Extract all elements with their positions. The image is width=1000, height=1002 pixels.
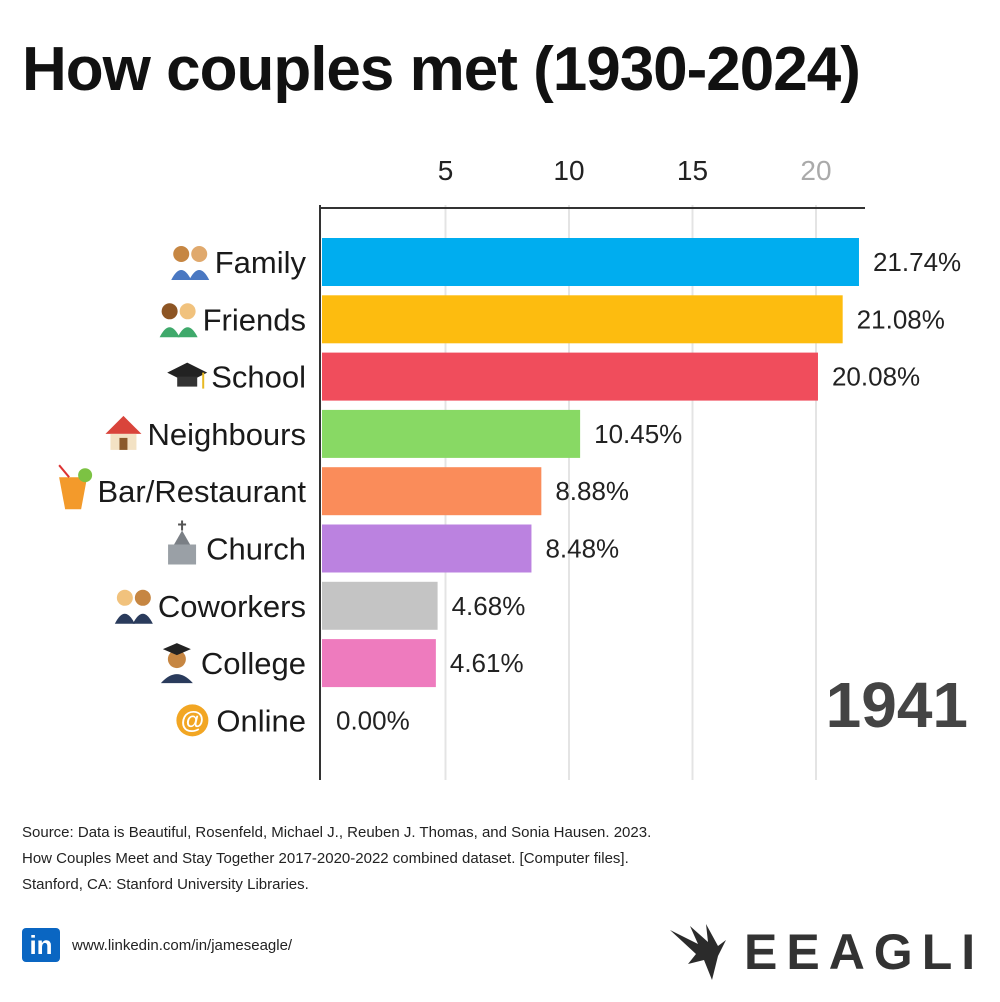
x-tick-label: 20 <box>800 155 831 186</box>
at-sign-icon: @ <box>176 704 209 737</box>
category-label: Church <box>206 532 306 567</box>
bar-bar-restaurant <box>322 467 542 516</box>
category-label: College <box>201 646 306 681</box>
value-label: 4.68% <box>452 591 526 621</box>
x-tick-label: 15 <box>677 155 708 186</box>
value-label: 10.45% <box>594 419 682 449</box>
brand-logo: EEAGLI <box>668 922 984 982</box>
church-icon <box>168 520 197 565</box>
family-icon <box>171 246 210 280</box>
bar-family <box>322 238 859 286</box>
svg-text:@: @ <box>181 707 204 734</box>
category-label: Family <box>215 245 307 280</box>
category-label: Neighbours <box>147 417 306 452</box>
category-label: School <box>211 360 306 395</box>
cocktail-icon <box>58 464 93 510</box>
category-label: Coworkers <box>158 589 306 624</box>
value-label: 0.00% <box>336 705 410 735</box>
bar-friends <box>322 295 843 344</box>
value-label: 21.08% <box>857 304 945 334</box>
category-label: Friends <box>203 302 306 337</box>
category-label: Online <box>216 703 306 738</box>
source-line: How Couples Meet and Stay Together 2017-… <box>22 850 629 867</box>
linkedin-link[interactable]: in www.linkedin.com/in/jameseagle/ <box>22 928 292 962</box>
source-line: Source: Data is Beautiful, Rosenfeld, Mi… <box>22 824 652 841</box>
category-label: Bar/Restaurant <box>98 474 307 509</box>
chart-title: How couples met (1930-2024) <box>22 35 861 104</box>
value-label: 8.48% <box>545 534 619 564</box>
source-note: Source: Data is Beautiful, Rosenfeld, Mi… <box>22 820 942 898</box>
friends-icon <box>159 303 198 338</box>
value-labels: 21.74% 21.08% 20.08% 10.45% 8.88% 8.48% 4.68% 4… <box>336 247 961 735</box>
bar-neighbours <box>322 409 581 458</box>
graduate-icon <box>160 643 193 684</box>
brand-name: EEAGLI <box>744 924 985 980</box>
bar-coworkers <box>322 581 438 630</box>
eagle-icon <box>670 924 726 980</box>
linkedin-url[interactable]: www.linkedin.com/in/jameseagle/ <box>72 936 293 954</box>
x-axis-ticks: 5 10 15 20 <box>438 155 832 186</box>
linkedin-icon: in <box>22 928 60 962</box>
bar-church <box>322 524 532 573</box>
value-label: 21.74% <box>873 247 961 277</box>
coworkers-icon <box>114 589 153 624</box>
house-icon <box>105 415 142 450</box>
category-labels: Family Friends School Neighbours Bar/Restaur… <box>58 245 307 738</box>
x-tick-label: 10 <box>553 155 584 186</box>
bar-college <box>322 639 436 688</box>
bar-chart: 5 10 15 20 Family Friends School Neighbours Bar… <box>58 155 961 780</box>
source-line: Stanford, CA: Stanford University Librar… <box>22 876 309 893</box>
value-label: 4.61% <box>450 648 524 678</box>
value-label: 8.88% <box>555 476 629 506</box>
bars <box>322 238 859 688</box>
graduation-cap-icon <box>167 362 208 389</box>
year-label: 1941 <box>825 669 968 741</box>
bar-school <box>322 352 818 401</box>
value-label: 20.08% <box>832 362 920 392</box>
x-tick-label: 5 <box>438 155 454 186</box>
